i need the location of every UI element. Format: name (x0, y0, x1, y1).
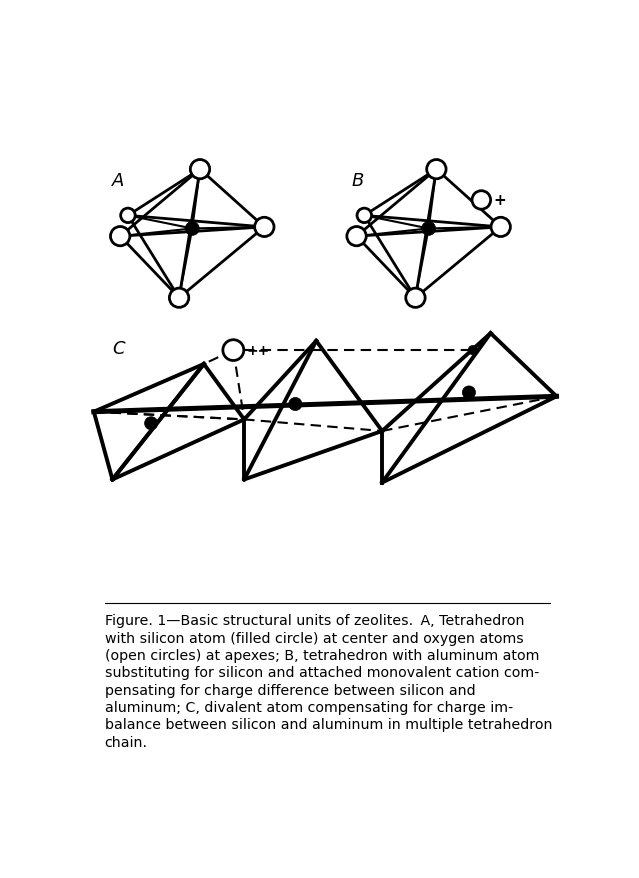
Text: pensating for charge difference between silicon and: pensating for charge difference between … (105, 683, 475, 697)
Text: C: C (112, 339, 125, 357)
Text: Figure. 1—Basic structural units of zeolites.  A, Tetrahedron: Figure. 1—Basic structural units of zeol… (105, 614, 524, 628)
Text: A: A (112, 172, 125, 191)
Text: B: B (351, 172, 364, 191)
Text: +: + (494, 193, 507, 208)
Circle shape (468, 346, 477, 356)
Circle shape (190, 161, 210, 180)
Text: with silicon atom (filled circle) at center and oxygen atoms: with silicon atom (filled circle) at cen… (105, 631, 523, 645)
Text: chain.: chain. (105, 735, 148, 749)
Circle shape (463, 386, 475, 399)
Circle shape (121, 209, 135, 223)
Circle shape (347, 227, 366, 247)
Text: (open circles) at apexes; B, tetrahedron with aluminum atom: (open circles) at apexes; B, tetrahedron… (105, 648, 539, 662)
Circle shape (289, 398, 302, 411)
Circle shape (144, 417, 158, 430)
Circle shape (491, 218, 511, 237)
Circle shape (427, 161, 446, 180)
Circle shape (169, 289, 189, 308)
Circle shape (406, 289, 425, 308)
Circle shape (472, 191, 491, 210)
Circle shape (254, 218, 274, 237)
Circle shape (223, 341, 244, 361)
Circle shape (357, 209, 371, 223)
Text: ++: ++ (247, 343, 270, 357)
Circle shape (422, 222, 436, 236)
Text: substituting for silicon and attached monovalent cation com-: substituting for silicon and attached mo… (105, 666, 539, 680)
Circle shape (111, 227, 130, 247)
Text: aluminum; C, divalent atom compensating for charge im-: aluminum; C, divalent atom compensating … (105, 701, 513, 715)
Text: balance between silicon and aluminum in multiple tetrahedron: balance between silicon and aluminum in … (105, 717, 552, 731)
Circle shape (185, 222, 199, 236)
